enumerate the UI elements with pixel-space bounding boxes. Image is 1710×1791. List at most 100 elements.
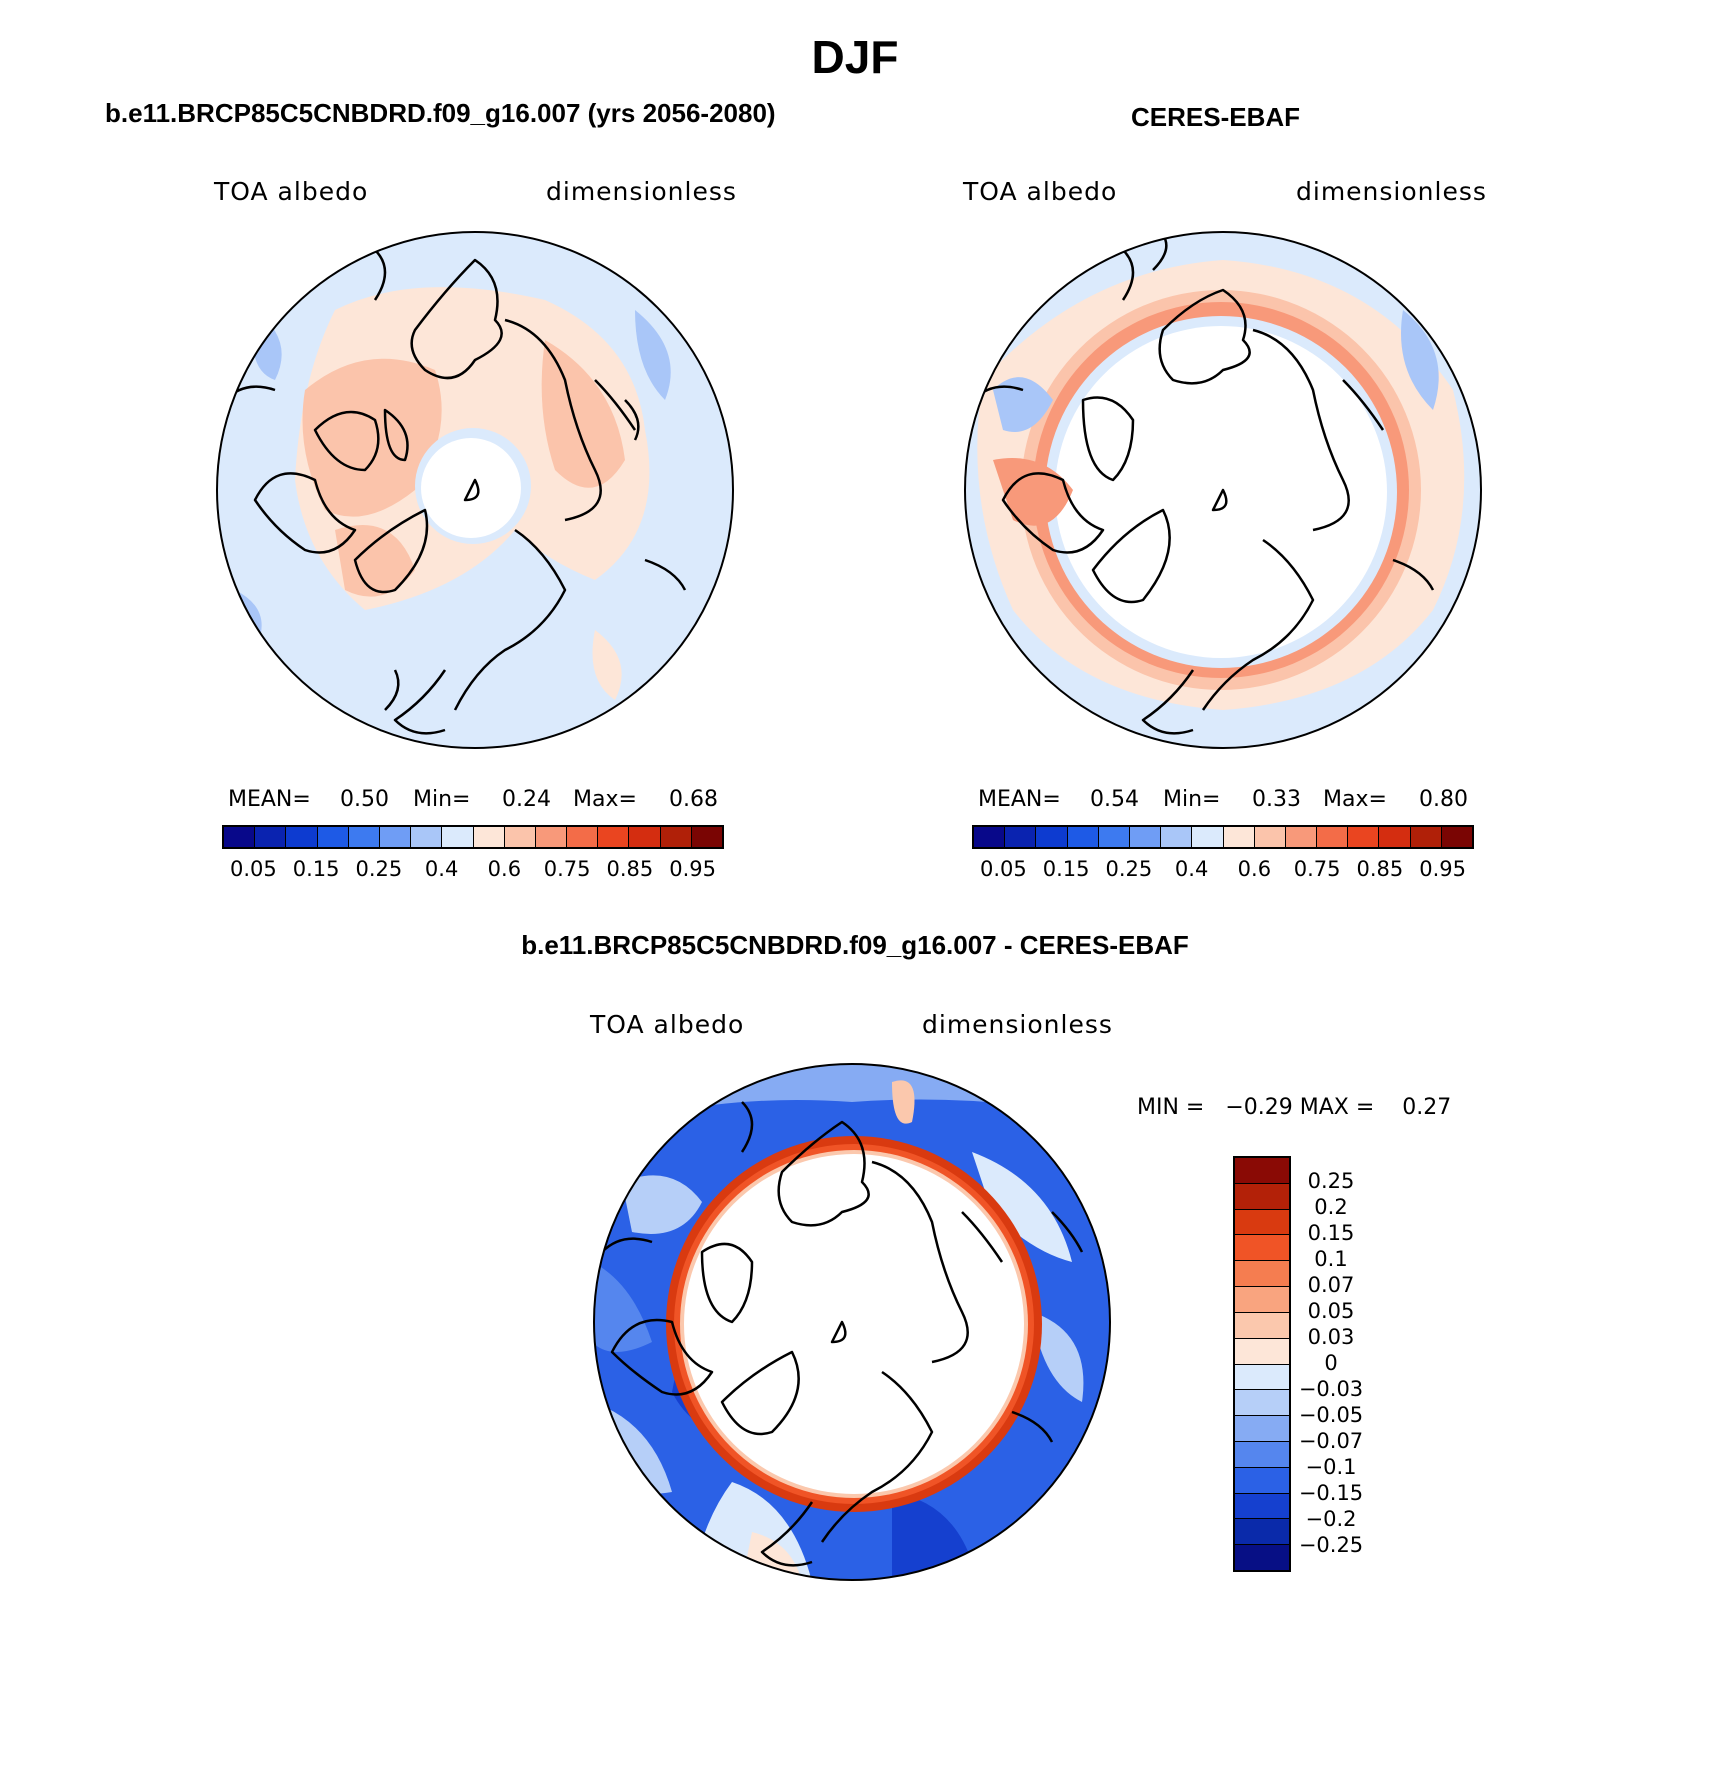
model-colorbar-swatch: [411, 827, 443, 847]
model-colorbar-tick-label: 0.75: [543, 857, 591, 881]
obs-polar-map: [964, 231, 1482, 749]
obs-min-label: Min=: [1163, 787, 1221, 812]
obs-colorbar-swatch: [1223, 827, 1255, 847]
model-colorbar-swatch: [286, 827, 318, 847]
model-colorbar-tick-label: 0.85: [606, 857, 654, 881]
obs-colorbar-swatch: [1317, 827, 1349, 847]
obs-max-label: Max=: [1323, 787, 1387, 812]
obs-colorbar-swatch: [1098, 827, 1130, 847]
obs-colorbar-tick-label: 0.75: [1293, 857, 1341, 881]
diff-colorbar-swatch: [1235, 1364, 1289, 1391]
diff-colorbar-swatch: [1235, 1183, 1289, 1210]
diff-colorbar-swatch: [1235, 1390, 1289, 1417]
model-colorbar: [222, 825, 724, 849]
obs-colorbar-swatch: [1161, 827, 1193, 847]
model-min-label: Min=: [413, 787, 471, 812]
obs-min-value: 0.33: [1252, 787, 1301, 812]
diff-colorbar-tick-label: −0.2: [1305, 1507, 1357, 1531]
obs-colorbar-swatch: [1254, 827, 1286, 847]
obs-colorbar-swatch: [1005, 827, 1037, 847]
diff-colorbar-swatch: [1235, 1235, 1289, 1262]
obs-colorbar: [972, 825, 1474, 849]
model-colorbar-swatch: [567, 827, 599, 847]
model-colorbar-swatch: [504, 827, 536, 847]
diff-variable-label: TOA albedo: [590, 1010, 745, 1039]
diff-colorbar-swatch: [1235, 1467, 1289, 1494]
model-colorbar-swatch: [255, 827, 287, 847]
model-land-albedo: [302, 358, 442, 517]
model-colorbar-swatch: [691, 827, 722, 847]
model-colorbar-swatch: [224, 827, 256, 847]
obs-max-value: 0.80: [1419, 787, 1468, 812]
obs-mean-value: 0.54: [1090, 787, 1139, 812]
model-colorbar-swatch: [442, 827, 474, 847]
model-polar-map: [216, 231, 734, 749]
obs-colorbar-tick-label: 0.15: [1042, 857, 1090, 881]
model-panel-title: b.e11.BRCP85C5CNBDRD.f09_g16.007 (yrs 20…: [105, 98, 776, 128]
diff-colorbar-swatch: [1235, 1261, 1289, 1288]
diff-colorbar-tick-label: 0.03: [1307, 1325, 1355, 1349]
diff-colorbar-tick-label: 0.15: [1307, 1221, 1355, 1245]
obs-colorbar-swatch: [1129, 827, 1162, 847]
obs-colorbar-swatch: [1379, 827, 1411, 847]
diff-colorbar-tick-label: −0.07: [1298, 1429, 1364, 1453]
model-colorbar-tick-label: 0.6: [487, 857, 522, 881]
model-max-value: 0.68: [669, 787, 718, 812]
obs-mean-label: MEAN=: [978, 787, 1061, 812]
model-variable-label: TOA albedo: [214, 177, 369, 206]
model-colorbar-tick-label: 0.95: [669, 857, 716, 881]
model-max-label: Max=: [573, 787, 637, 812]
diff-colorbar-tick-label: −0.15: [1298, 1481, 1364, 1505]
model-colorbar-swatch: [317, 827, 349, 847]
model-colorbar-tick-label: 0.05: [229, 857, 277, 881]
diff-colorbar-tick-label: −0.05: [1298, 1403, 1364, 1427]
model-colorbar-tick-label: 0.15: [292, 857, 340, 881]
obs-units-label: dimensionless: [1296, 177, 1487, 206]
diff-colorbar-tick-label: 0.05: [1307, 1299, 1355, 1323]
obs-variable-label: TOA albedo: [963, 177, 1118, 206]
obs-colorbar-tick-label: 0.6: [1237, 857, 1272, 881]
obs-colorbar-tick-label: 0.25: [1105, 857, 1153, 881]
diff-colorbar-swatch: [1235, 1338, 1289, 1365]
model-colorbar-swatch: [473, 827, 505, 847]
diff-colorbar-swatch: [1235, 1441, 1289, 1468]
obs-colorbar-swatch: [1285, 827, 1318, 847]
diff-colorbar-swatch: [1235, 1416, 1289, 1442]
model-colorbar-swatch: [379, 827, 412, 847]
model-colorbar-swatch: [598, 827, 630, 847]
obs-colorbar-swatch: [1348, 827, 1380, 847]
obs-colorbar-swatch: [1192, 827, 1224, 847]
diff-colorbar-tick-label: 0.25: [1307, 1169, 1355, 1193]
obs-colorbar-tick-label: 0.95: [1419, 857, 1466, 881]
model-colorbar-swatch: [348, 827, 380, 847]
obs-colorbar-swatch: [1441, 827, 1472, 847]
diff-colorbar: [1233, 1156, 1291, 1572]
diff-colorbar-tick-label: 0: [1324, 1351, 1338, 1375]
model-colorbar-tick-label: 0.4: [424, 857, 459, 881]
model-mean-label: MEAN=: [228, 787, 311, 812]
obs-panel-title: CERES-EBAF: [1131, 102, 1301, 132]
diff-colorbar-swatch: [1235, 1545, 1289, 1570]
diff-colorbar-swatch: [1235, 1493, 1289, 1520]
diff-polar-map: [593, 1063, 1111, 1581]
diff-min-max: MIN = −0.29 MAX = 0.27: [1137, 1095, 1452, 1120]
model-colorbar-swatch: [535, 827, 568, 847]
model-colorbar-swatch: [629, 827, 661, 847]
diff-colorbar-swatch: [1235, 1209, 1289, 1236]
diff-units-label: dimensionless: [922, 1010, 1113, 1039]
diff-colorbar-tick-label: −0.03: [1298, 1377, 1364, 1401]
obs-colorbar-swatch: [1067, 827, 1099, 847]
obs-colorbar-swatch: [1036, 827, 1068, 847]
diff-panel-title: b.e11.BRCP85C5CNBDRD.f09_g16.007 - CERES…: [521, 930, 1189, 960]
diff-colorbar-tick-label: 0.07: [1307, 1273, 1355, 1297]
model-min-value: 0.24: [502, 787, 551, 812]
obs-colorbar-tick-label: 0.4: [1174, 857, 1209, 881]
diff-colorbar-tick-label: 0.2: [1314, 1195, 1348, 1219]
obs-colorbar-tick-label: 0.85: [1356, 857, 1404, 881]
diff-colorbar-tick-label: −0.25: [1298, 1533, 1364, 1557]
diff-colorbar-swatch: [1235, 1519, 1289, 1546]
obs-colorbar-swatch: [1410, 827, 1442, 847]
obs-colorbar-tick-label: 0.05: [979, 857, 1027, 881]
diff-colorbar-swatch: [1235, 1312, 1289, 1339]
obs-colorbar-swatch: [974, 827, 1006, 847]
